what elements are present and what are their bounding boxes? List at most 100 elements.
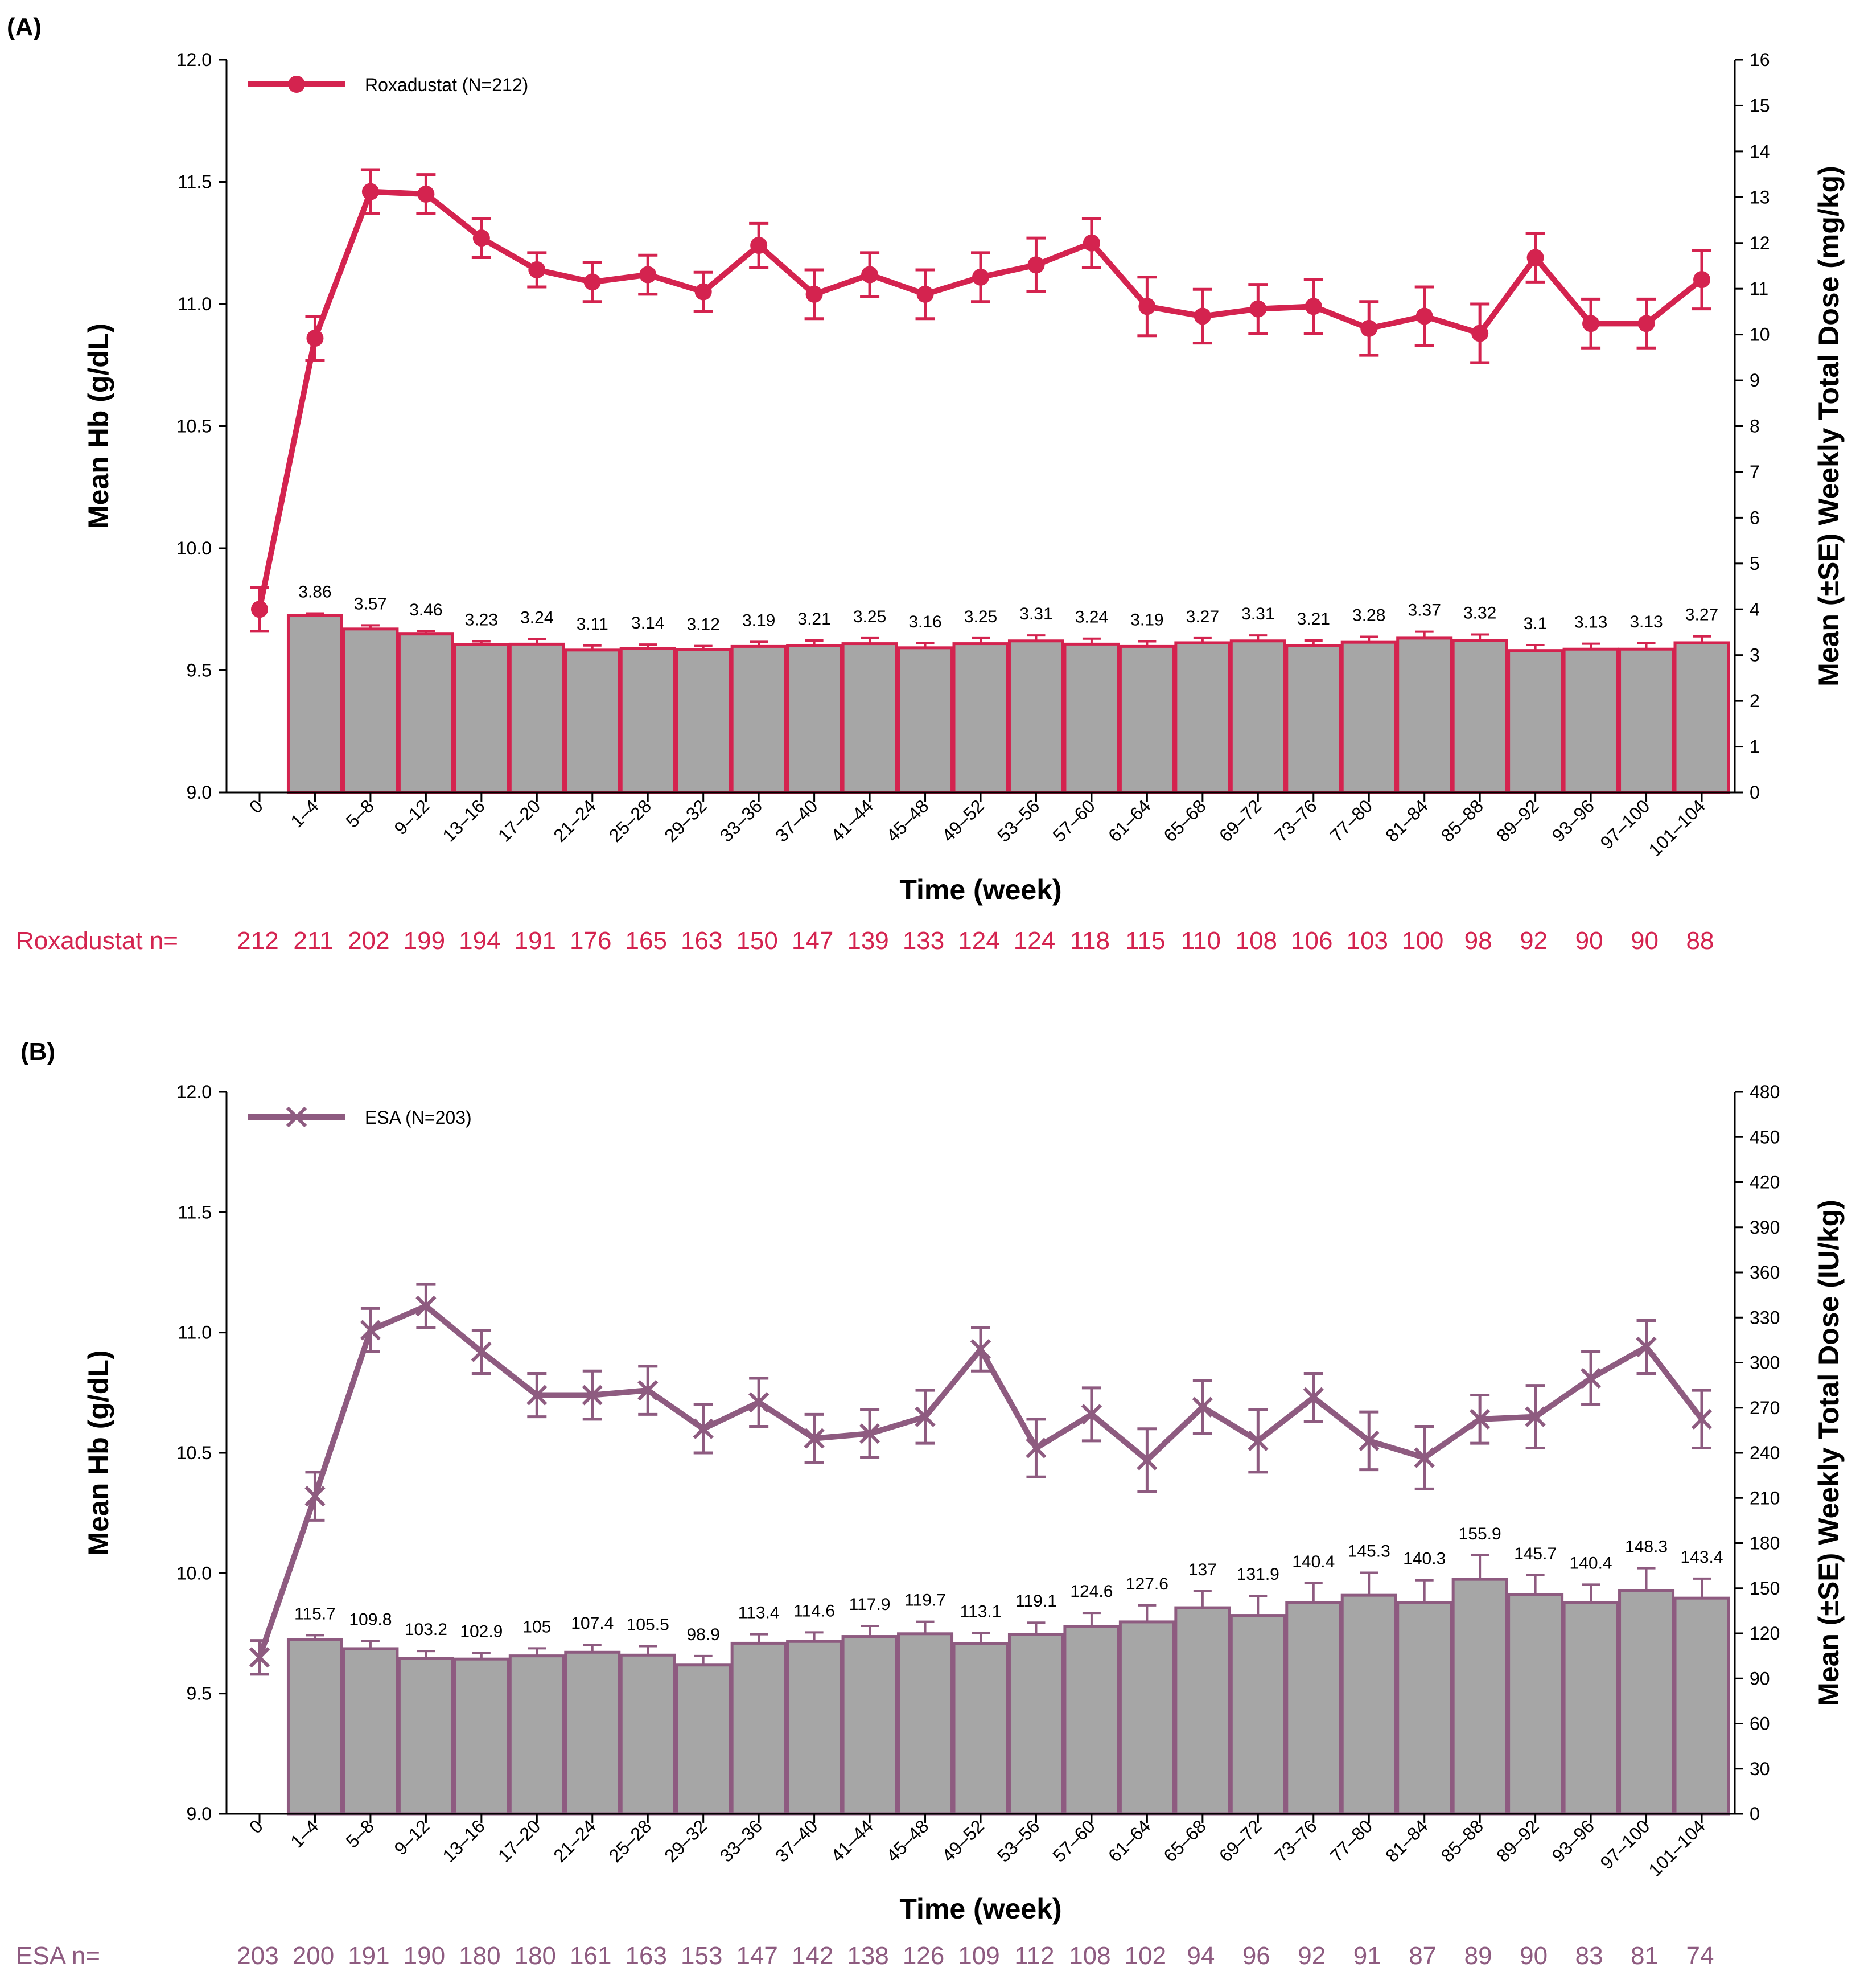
n-row-value: 150 <box>736 927 777 955</box>
dose-value-label: 3.46 <box>409 601 442 619</box>
n-row-value: 163 <box>626 1942 667 1970</box>
dose-value-label: 3.28 <box>1352 606 1385 625</box>
n-row-value: 90 <box>1631 927 1659 955</box>
x-tick-label: 77–80 <box>1326 1816 1376 1866</box>
hb-point <box>526 1385 548 1406</box>
n-row-value: 87 <box>1409 1942 1437 1970</box>
dose-bar <box>897 1632 954 1816</box>
n-row-value: 124 <box>958 927 999 955</box>
x-tick-label: 57–60 <box>1048 795 1098 845</box>
dose-bar <box>1174 1606 1231 1816</box>
hb-point <box>1691 1408 1713 1430</box>
x-tick-label: 69–72 <box>1215 795 1265 845</box>
dose-value-label: 3.23 <box>465 611 498 630</box>
dose-value-label: 143.4 <box>1680 1548 1723 1567</box>
hb-point <box>970 1339 991 1360</box>
dose-bar <box>1340 1593 1397 1816</box>
dose-value-label: 3.24 <box>1075 608 1108 627</box>
hb-point <box>1359 1430 1380 1451</box>
n-row-value: 109 <box>958 1942 999 1970</box>
dose-value-label: 3.24 <box>520 609 553 627</box>
legend-marker <box>286 1106 307 1128</box>
x-tick-label: 45–48 <box>882 1816 932 1866</box>
hb-point <box>1248 1430 1269 1451</box>
dose-value-label: 3.31 <box>1241 605 1274 623</box>
hb-point <box>916 285 934 303</box>
dose-bar <box>1507 649 1564 794</box>
dose-bar <box>1507 1593 1564 1816</box>
dose-bar <box>286 614 343 794</box>
n-row-value: 139 <box>847 927 888 955</box>
hb-point <box>361 183 379 200</box>
dose-bar <box>952 1642 1009 1816</box>
hb-point <box>639 266 657 284</box>
n-row-value: 203 <box>237 1942 278 1970</box>
right-axis-title: Mean (±SE) Weekly Total Dose (IU/kg) <box>1813 1200 1845 1706</box>
right-tick-label: 15 <box>1750 95 1770 116</box>
dose-bar <box>1396 636 1453 794</box>
x-tick-label: 13–16 <box>438 1816 488 1866</box>
right-tick-label: 8 <box>1750 416 1760 437</box>
dose-bar <box>1229 639 1286 794</box>
x-tick-label: 49–52 <box>938 1816 988 1866</box>
right-tick-label: 2 <box>1750 691 1760 711</box>
hb-point <box>1026 1437 1047 1459</box>
n-row-value: 110 <box>1181 927 1221 955</box>
n-row-value: 94 <box>1187 1942 1215 1970</box>
right-tick-label: 16 <box>1750 50 1770 70</box>
x-tick-label: 29–32 <box>660 1816 710 1866</box>
left-tick-label: 10.5 <box>176 1443 212 1463</box>
n-row-value: 163 <box>681 927 722 955</box>
n-row-value: 74 <box>1686 1942 1714 1970</box>
x-tick-label: 89–92 <box>1492 1816 1542 1866</box>
hb-point <box>582 1385 603 1406</box>
hb-point <box>693 1418 714 1439</box>
hb-point <box>1693 271 1710 289</box>
n-row-value: 199 <box>404 927 445 955</box>
right-tick-label: 3 <box>1750 645 1760 666</box>
dose-value-label: 148.3 <box>1625 1538 1668 1556</box>
x-tick-label: 77–80 <box>1326 795 1376 845</box>
n-row-value: 202 <box>348 927 389 955</box>
hb-point <box>1582 315 1600 332</box>
x-tick-label: 81–84 <box>1381 1816 1431 1866</box>
right-tick-label: 420 <box>1750 1172 1780 1193</box>
right-tick-label: 9 <box>1750 370 1760 391</box>
dose-bar <box>675 1663 732 1816</box>
x-tick-label: 17–20 <box>494 795 544 845</box>
right-tick-label: 150 <box>1750 1578 1780 1599</box>
hb-point <box>417 185 435 203</box>
x-tick-label: 5–8 <box>342 1816 378 1851</box>
dose-bar <box>397 1657 454 1816</box>
dose-value-label: 3.13 <box>1629 613 1663 631</box>
n-row-value: 200 <box>293 1942 334 1970</box>
right-tick-label: 30 <box>1750 1759 1770 1779</box>
dose-value-label: 3.31 <box>1019 605 1052 623</box>
hb-point <box>1027 256 1045 274</box>
dose-value-label: 113.1 <box>960 1603 1002 1621</box>
hb-point <box>859 1423 880 1444</box>
x-tick-label: 41–44 <box>827 795 877 845</box>
hb-point <box>861 266 879 284</box>
right-tick-label: 6 <box>1750 507 1760 528</box>
hb-point <box>1636 1336 1657 1358</box>
legend-label: Roxadustat (N=212) <box>365 75 528 95</box>
right-tick-label: 390 <box>1750 1217 1780 1238</box>
right-tick-label: 0 <box>1750 782 1760 803</box>
x-tick-label: 53–56 <box>993 1816 1043 1866</box>
dose-value-label: 140.4 <box>1570 1554 1612 1572</box>
dose-bar <box>508 642 565 794</box>
hb-point <box>1414 1447 1435 1468</box>
left-tick-label: 10.0 <box>176 1563 212 1583</box>
x-tick-label: 53–56 <box>993 795 1043 845</box>
hb-point <box>1137 1449 1158 1471</box>
dose-value-label: 3.57 <box>354 594 387 613</box>
dose-bar <box>286 1638 343 1816</box>
n-row-value: 88 <box>1686 927 1714 955</box>
dose-value-label: 140.4 <box>1292 1552 1335 1571</box>
n-row-value: 98 <box>1464 927 1492 955</box>
x-tick-label: 73–76 <box>1270 795 1320 845</box>
left-tick-label: 9.5 <box>187 660 212 681</box>
x-tick-label: 37–40 <box>771 1816 821 1866</box>
left-tick-label: 11.0 <box>178 294 212 314</box>
